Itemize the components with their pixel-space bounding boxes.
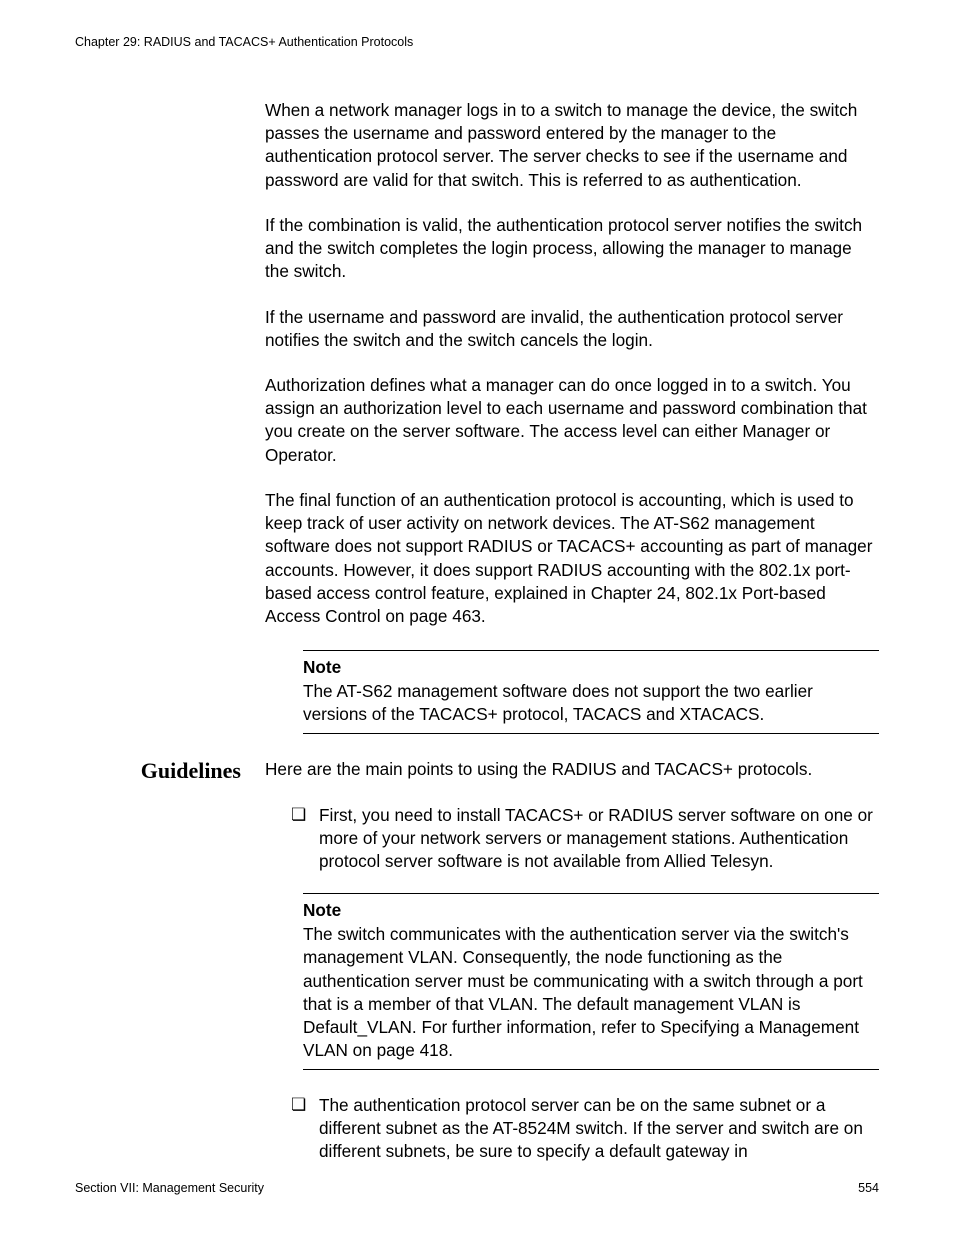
note-box: Note The switch communicates with the au…	[303, 893, 879, 1069]
page-footer: Section VII: Management Security 554	[75, 1181, 879, 1195]
guidelines-body: ❏ First, you need to install TACACS+ or …	[265, 804, 879, 1164]
bullet-text: First, you need to install TACACS+ or RA…	[319, 804, 879, 874]
document-page: Chapter 29: RADIUS and TACACS+ Authentic…	[0, 0, 954, 1235]
bullet-item: ❏ First, you need to install TACACS+ or …	[291, 804, 879, 874]
guidelines-intro: Here are the main points to using the RA…	[265, 758, 879, 781]
note-box: Note The AT-S62 management software does…	[303, 650, 879, 733]
chapter-header: Chapter 29: RADIUS and TACACS+ Authentic…	[75, 35, 879, 49]
note-label: Note	[303, 900, 879, 921]
note-rule-top	[303, 893, 879, 894]
note-text: The switch communicates with the authent…	[303, 923, 879, 1062]
note-rule-bottom	[303, 1069, 879, 1070]
body-column: When a network manager logs in to a swit…	[265, 99, 879, 734]
paragraph: The final function of an authentication …	[265, 489, 879, 628]
paragraph: When a network manager logs in to a swit…	[265, 99, 879, 192]
paragraph: If the combination is valid, the authent…	[265, 214, 879, 284]
guidelines-row: Guidelines Here are the main points to u…	[75, 758, 879, 784]
paragraph: If the username and password are invalid…	[265, 306, 879, 352]
note-rule-bottom	[303, 733, 879, 734]
note-text: The AT-S62 management software does not …	[303, 680, 879, 726]
bullet-text: The authentication protocol server can b…	[319, 1094, 879, 1164]
note-label: Note	[303, 657, 879, 678]
guidelines-heading: Guidelines	[75, 758, 265, 784]
note-rule-top	[303, 650, 879, 651]
bullet-item: ❏ The authentication protocol server can…	[291, 1094, 879, 1164]
bullet-marker-icon: ❏	[291, 804, 319, 827]
paragraph: Authorization defines what a manager can…	[265, 374, 879, 467]
bullet-marker-icon: ❏	[291, 1094, 319, 1117]
footer-page-number: 554	[858, 1181, 879, 1195]
footer-section: Section VII: Management Security	[75, 1181, 264, 1195]
